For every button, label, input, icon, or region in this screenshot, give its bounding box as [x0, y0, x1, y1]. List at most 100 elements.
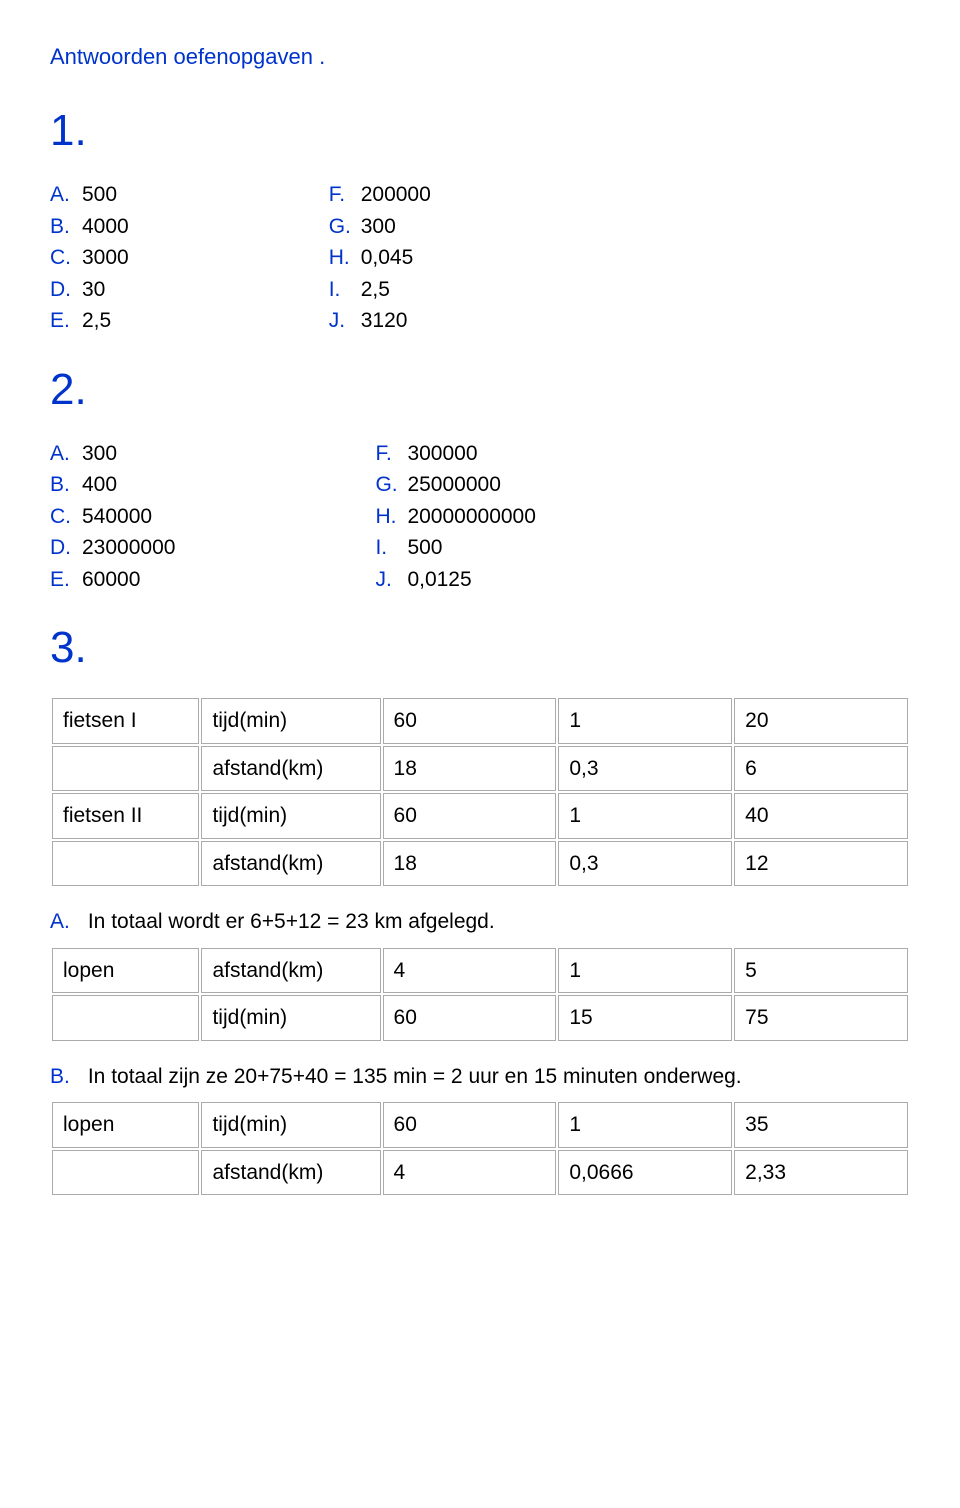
table-cell: afstand(km)	[201, 1150, 380, 1196]
answer-label: H.	[329, 242, 361, 274]
answer-value: 2,5	[82, 305, 111, 337]
answer-label: D.	[50, 532, 82, 564]
section-2-right-col: F.300000 G.25000000 H.20000000000 I.500 …	[375, 438, 535, 596]
explanation-b: B. In totaal zijn ze 20+75+40 = 135 min …	[50, 1061, 910, 1093]
section-1-answers: A.500 B.4000 C.3000 D.30 E.2,5 F.200000 …	[50, 179, 910, 337]
answer-label: I.	[329, 274, 361, 306]
answer-row: F.200000	[329, 179, 431, 211]
table-cell: tijd(min)	[201, 1102, 380, 1148]
table-cell: 0,3	[558, 841, 732, 887]
answer-label: F.	[375, 438, 407, 470]
section-2-number: 2.	[50, 357, 910, 423]
answer-value: 400	[82, 469, 117, 501]
answer-row: H.20000000000	[375, 501, 535, 533]
table-row: fietsen I tijd(min) 60 1 20	[52, 698, 908, 744]
section-2-left-col: A.300 B.400 C.540000 D.23000000 E.60000	[50, 438, 175, 596]
answer-label: F.	[329, 179, 361, 211]
answer-label: D.	[50, 274, 82, 306]
table-cell: tijd(min)	[201, 995, 380, 1041]
answer-label: H.	[375, 501, 407, 533]
page-title: Antwoorden oefenopgaven .	[50, 40, 910, 73]
answer-value: 0,045	[361, 242, 414, 274]
answer-label: E.	[50, 305, 82, 337]
table-cell: afstand(km)	[201, 746, 380, 792]
answer-label: A.	[50, 438, 82, 470]
answer-row: B.4000	[50, 211, 129, 243]
table-row: afstand(km) 4 0,0666 2,33	[52, 1150, 908, 1196]
table-cell: 60	[383, 1102, 557, 1148]
table-cell	[52, 841, 199, 887]
table-cell: 60	[383, 793, 557, 839]
table-cell: 18	[383, 746, 557, 792]
table-cell: 1	[558, 1102, 732, 1148]
table-cell	[52, 995, 199, 1041]
section-1-number: 1.	[50, 98, 910, 164]
explanation-a: A. In totaal wordt er 6+5+12 = 23 km afg…	[50, 906, 910, 938]
table-row: afstand(km) 18 0,3 12	[52, 841, 908, 887]
lopen-table-2: lopen tijd(min) 60 1 35 afstand(km) 4 0,…	[50, 1100, 910, 1197]
answer-label: G.	[375, 469, 407, 501]
table-cell: 35	[734, 1102, 908, 1148]
answer-row: J.3120	[329, 305, 431, 337]
answer-row: F.300000	[375, 438, 535, 470]
table-cell: 12	[734, 841, 908, 887]
section-1-right-col: F.200000 G.300 H.0,045 I.2,5 J.3120	[329, 179, 431, 337]
table-cell: afstand(km)	[201, 841, 380, 887]
answer-label: J.	[375, 564, 407, 596]
table-row: afstand(km) 18 0,3 6	[52, 746, 908, 792]
table-cell: 0,3	[558, 746, 732, 792]
table-cell: 60	[383, 995, 557, 1041]
table-cell: lopen	[52, 1102, 199, 1148]
table-cell: 4	[383, 1150, 557, 1196]
answer-label: J.	[329, 305, 361, 337]
answer-value: 300	[361, 211, 396, 243]
answer-row: B.400	[50, 469, 175, 501]
answer-label: I.	[375, 532, 407, 564]
answer-row: G.25000000	[375, 469, 535, 501]
table-cell: 75	[734, 995, 908, 1041]
answer-row: E.2,5	[50, 305, 129, 337]
table-cell: lopen	[52, 948, 199, 994]
answer-row: A.300	[50, 438, 175, 470]
answer-value: 300	[82, 438, 117, 470]
answer-label: C.	[50, 242, 82, 274]
answer-value: 500	[82, 179, 117, 211]
answer-value: 4000	[82, 211, 129, 243]
answer-row: C.540000	[50, 501, 175, 533]
table-cell: 15	[558, 995, 732, 1041]
answer-value: 500	[407, 532, 442, 564]
answer-label: A.	[50, 179, 82, 211]
answer-row: D.23000000	[50, 532, 175, 564]
answer-value: 20000000000	[407, 501, 535, 533]
explanation-label: B.	[50, 1061, 82, 1093]
table-cell: 1	[558, 948, 732, 994]
table-cell: 1	[558, 698, 732, 744]
answer-value: 540000	[82, 501, 152, 533]
table-cell: tijd(min)	[201, 698, 380, 744]
explanation-text: In totaal wordt er 6+5+12 = 23 km afgele…	[88, 910, 495, 933]
table-cell: 18	[383, 841, 557, 887]
table-row: lopen tijd(min) 60 1 35	[52, 1102, 908, 1148]
fietsen-table: fietsen I tijd(min) 60 1 20 afstand(km) …	[50, 696, 910, 888]
answer-row: H.0,045	[329, 242, 431, 274]
answer-label: B.	[50, 211, 82, 243]
answer-label: C.	[50, 501, 82, 533]
table-row: tijd(min) 60 15 75	[52, 995, 908, 1041]
answer-value: 60000	[82, 564, 140, 596]
table-cell: 4	[383, 948, 557, 994]
table-cell: 2,33	[734, 1150, 908, 1196]
answer-value: 23000000	[82, 532, 175, 564]
answer-row: I.500	[375, 532, 535, 564]
table-row: lopen afstand(km) 4 1 5	[52, 948, 908, 994]
lopen-table-1: lopen afstand(km) 4 1 5 tijd(min) 60 15 …	[50, 946, 910, 1043]
answer-value: 2,5	[361, 274, 390, 306]
table-cell: 1	[558, 793, 732, 839]
answer-row: J.0,0125	[375, 564, 535, 596]
answer-row: G.300	[329, 211, 431, 243]
table-cell: tijd(min)	[201, 793, 380, 839]
table-cell	[52, 1150, 199, 1196]
answer-label: B.	[50, 469, 82, 501]
table-cell: afstand(km)	[201, 948, 380, 994]
table-cell: 20	[734, 698, 908, 744]
answer-label: G.	[329, 211, 361, 243]
